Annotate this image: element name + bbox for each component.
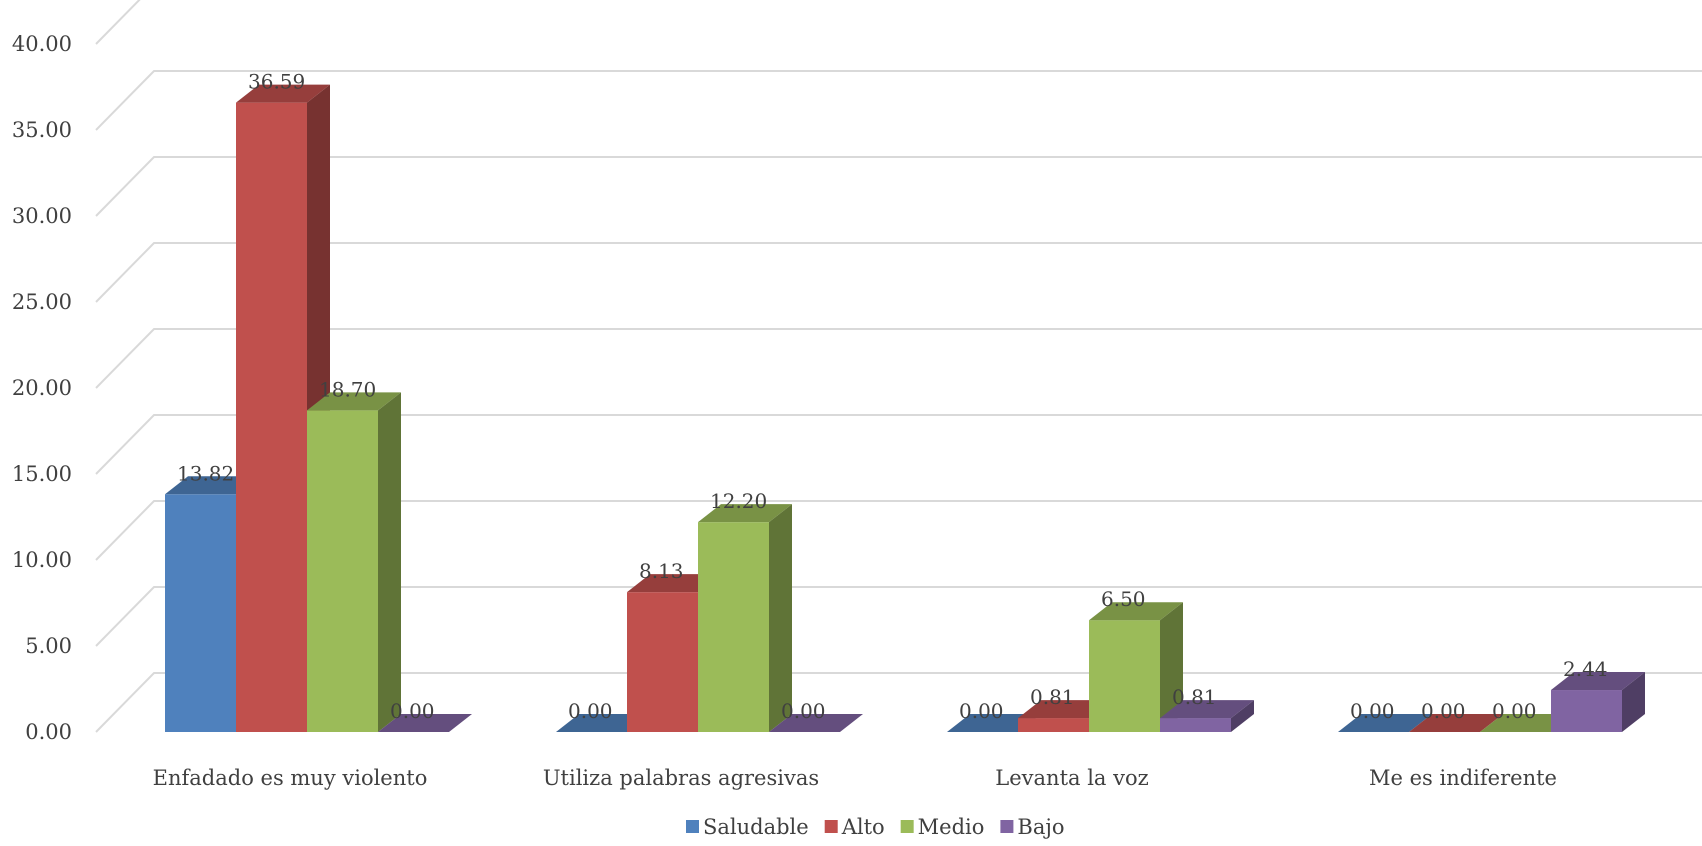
legend-label: Medio <box>918 815 985 839</box>
gridline <box>95 156 1702 217</box>
bar <box>1409 714 1503 732</box>
bar-top <box>1409 714 1503 732</box>
bar-front <box>1551 690 1622 732</box>
bar-top <box>1551 672 1645 691</box>
data-label: 0.00 <box>1492 699 1537 723</box>
legend-item: Medio <box>900 815 985 839</box>
gridlines <box>95 0 1702 733</box>
bar <box>556 714 650 732</box>
legend-swatch <box>686 820 699 833</box>
x-category-label: Enfadado es muy violento <box>153 766 428 790</box>
data-label: 0.81 <box>1172 685 1217 709</box>
gridline <box>95 70 1702 131</box>
data-label: 8.13 <box>639 559 684 583</box>
bar-side <box>1231 700 1254 732</box>
gridline <box>95 328 1702 389</box>
y-tick-label: 40.00 <box>12 32 72 56</box>
y-tick-label: 20.00 <box>12 376 72 400</box>
bar-front <box>1018 718 1089 732</box>
data-label: 0.00 <box>390 699 435 723</box>
data-label: 2.44 <box>1563 657 1608 681</box>
legend-swatch <box>900 820 914 833</box>
y-tick-label: 30.00 <box>12 204 72 228</box>
bar-top <box>1480 714 1574 732</box>
gridline <box>95 0 141 45</box>
data-label: 13.82 <box>177 461 234 485</box>
data-label: 0.00 <box>1421 699 1466 723</box>
bar-top <box>1089 602 1183 621</box>
data-label: 0.00 <box>781 699 826 723</box>
bar-front <box>307 410 378 732</box>
x-axis: Enfadado es muy violento Utiliza palabras… <box>153 766 1557 790</box>
bar-top <box>1338 714 1432 732</box>
legend-item: Saludable <box>686 815 809 839</box>
bar-front <box>698 522 769 732</box>
x-category-label: Levanta la voz <box>995 766 1148 790</box>
bar-top <box>236 84 330 103</box>
data-label: 0.81 <box>1030 685 1075 709</box>
legend-label: Alto <box>841 815 885 839</box>
bar-top <box>165 476 259 495</box>
y-tick-label: 10.00 <box>12 548 72 572</box>
data-label: 18.70 <box>319 377 376 401</box>
y-tick-label: 25.00 <box>12 290 72 314</box>
bar-front <box>165 494 236 732</box>
bar-top <box>307 392 401 411</box>
bar <box>1160 700 1254 732</box>
data-label: 36.59 <box>248 70 305 94</box>
legend-label: Saludable <box>703 815 809 839</box>
legend: Saludable Alto Medio Bajo <box>686 815 1065 839</box>
bar-top <box>1018 700 1112 719</box>
bar <box>378 714 472 732</box>
bar-top <box>1160 700 1254 719</box>
legend-label: Bajo <box>1017 815 1064 839</box>
gridline <box>95 414 1702 475</box>
legend-swatch <box>1000 820 1014 833</box>
gridline <box>95 586 1702 647</box>
bar <box>947 714 1041 732</box>
data-label: 12.20 <box>710 489 767 513</box>
gridline <box>95 672 1702 733</box>
bar-top <box>556 714 650 732</box>
bar-top <box>769 714 863 732</box>
bar-front <box>1089 620 1160 732</box>
y-axis: 0.00 5.00 10.00 15.00 20.00 25.00 30.00 35.00 40… <box>12 32 72 744</box>
x-category-label: Utiliza palabras agresivas <box>543 766 819 790</box>
bar <box>1551 672 1645 732</box>
bar-side <box>769 504 792 732</box>
bar <box>1480 714 1574 732</box>
bar-side <box>1622 672 1645 732</box>
data-label: 6.50 <box>1101 587 1146 611</box>
gridline <box>95 500 1702 561</box>
bar-top <box>627 574 721 593</box>
data-label: 0.00 <box>1350 699 1395 723</box>
bar-top <box>698 504 792 523</box>
bar-top <box>378 714 472 732</box>
gridline <box>95 242 1702 303</box>
bar <box>769 714 863 732</box>
y-tick-label: 0.00 <box>25 720 72 744</box>
data-label: 0.00 <box>959 699 1004 723</box>
x-category-label: Me es indiferente <box>1369 766 1557 790</box>
y-tick-label: 35.00 <box>12 118 72 142</box>
bar-side <box>1160 602 1183 732</box>
bar-side <box>378 392 401 732</box>
bar-top <box>947 714 1041 732</box>
bars <box>165 84 1645 733</box>
data-labels: 13.82 36.59 18.70 0.00 0.00 8.13 12.20 0.00 0.00… <box>177 70 1608 723</box>
legend-item: Bajo <box>1000 815 1065 839</box>
legend-item: Alto <box>824 815 885 839</box>
bar <box>307 392 401 732</box>
data-label: 0.00 <box>568 699 613 723</box>
bar-front <box>236 102 307 733</box>
bar <box>1089 602 1183 732</box>
bar-front <box>1160 718 1231 732</box>
bar <box>1338 714 1432 732</box>
bar-front <box>627 592 698 732</box>
bar <box>698 504 792 732</box>
y-tick-label: 15.00 <box>12 462 72 486</box>
legend-swatch <box>824 820 838 833</box>
y-tick-label: 5.00 <box>25 634 72 658</box>
